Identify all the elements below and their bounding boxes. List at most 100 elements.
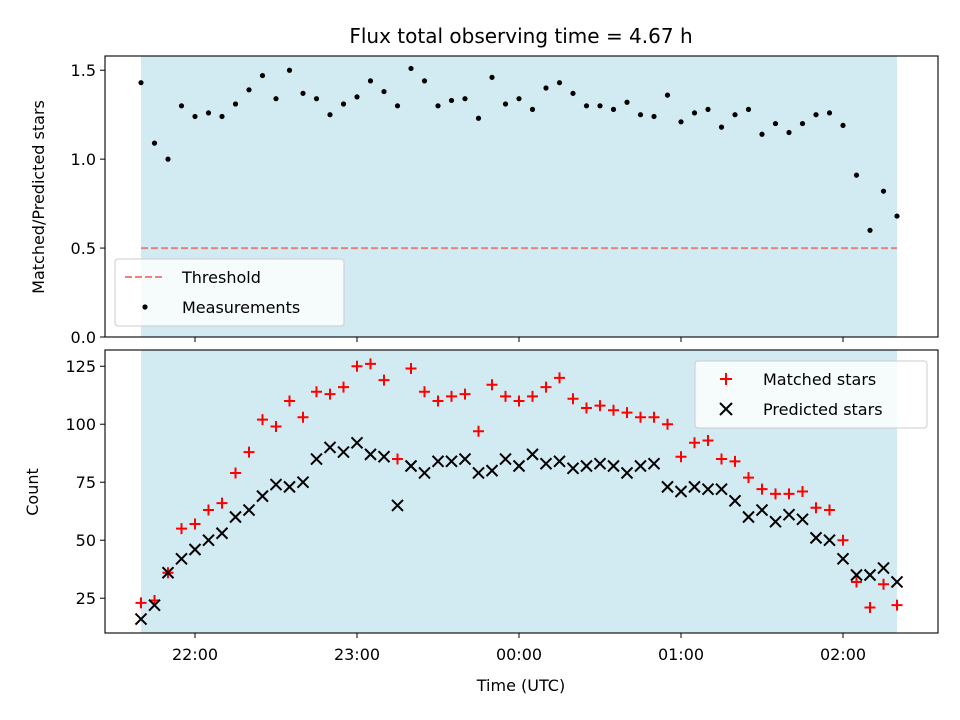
measurement-point xyxy=(759,131,765,137)
matched-star-point xyxy=(203,504,214,516)
measurement-point xyxy=(786,129,792,136)
predicted-star-point xyxy=(310,452,323,466)
measurement-point xyxy=(894,213,900,219)
measurement-point xyxy=(246,87,252,93)
legend-predicted-label: Predicted stars xyxy=(763,400,883,419)
top-panel: 0.0 0.5 1.0 1.5 Matched/Predicted stars Thr… xyxy=(29,55,939,347)
predicted-star-point xyxy=(647,457,661,470)
measurement-point xyxy=(259,72,266,79)
matched-star-point xyxy=(878,578,889,590)
matched-star-point xyxy=(135,597,147,609)
predicted-star-point xyxy=(728,494,742,507)
bottom-y-tick-label: 50 xyxy=(76,531,96,550)
measurement-point xyxy=(651,113,657,120)
x-tick-label: 02:00 xyxy=(820,645,866,664)
predicted-star-point xyxy=(242,503,256,517)
matched-star-point xyxy=(392,453,403,465)
predicted-star-point xyxy=(161,566,175,579)
predicted-star-point xyxy=(323,441,337,454)
matched-star-point xyxy=(473,425,484,437)
predicted-star-point xyxy=(607,459,620,473)
matched-star-point xyxy=(891,599,903,611)
top-y-tick-label: 1.0 xyxy=(71,150,96,169)
predicted-star-point xyxy=(566,462,580,475)
measurement-point xyxy=(165,156,171,162)
matched-star-point xyxy=(351,360,363,372)
legend-measurements-swatch xyxy=(142,304,148,310)
measurement-point xyxy=(448,97,455,104)
x-tick-label: 23:00 xyxy=(334,645,380,664)
measurement-point xyxy=(475,115,482,121)
matched-star-point xyxy=(756,483,768,495)
top-y-tick-label: 0.0 xyxy=(71,328,96,347)
top-y-axis-label: Matched/Predicted stars xyxy=(29,100,48,294)
matched-star-point xyxy=(716,453,727,465)
bottom-legend-box xyxy=(694,360,928,429)
top-x-axis-ticks xyxy=(194,337,844,342)
predicted-star-point xyxy=(688,480,701,494)
measurement-points xyxy=(138,65,900,233)
predicted-star-point xyxy=(890,575,904,589)
x-axis-label: Time (UTC) xyxy=(476,676,565,695)
chart-title: Flux total observing time = 4.67 h xyxy=(349,24,692,48)
measurement-point xyxy=(880,188,887,194)
measurement-point xyxy=(516,96,522,102)
measurement-point xyxy=(340,101,347,107)
measurement-point xyxy=(853,172,860,178)
measurement-point xyxy=(597,103,603,109)
measurement-point xyxy=(813,112,819,118)
predicted-star-point xyxy=(202,534,215,547)
measurement-point xyxy=(219,113,225,120)
measurement-point xyxy=(286,67,293,73)
matched-star-point xyxy=(540,381,552,393)
predicted-star-point xyxy=(229,510,242,524)
measurement-point xyxy=(205,110,212,116)
matched-star-point xyxy=(527,390,538,402)
predicted-star-point xyxy=(485,464,499,477)
predicted-star-point xyxy=(553,455,566,468)
predicted-star-point xyxy=(296,476,310,489)
matched-star-point xyxy=(567,393,579,405)
measurement-point xyxy=(705,106,711,112)
top-y-tick-label: 0.5 xyxy=(71,239,96,258)
predicted-star-point xyxy=(391,499,404,512)
matched-star-point xyxy=(513,395,525,407)
matched-star-point xyxy=(243,446,255,458)
predicted-star-point xyxy=(377,450,391,463)
matched-star-point xyxy=(621,407,633,419)
measurement-point xyxy=(300,90,306,96)
predicted-star-point xyxy=(796,513,809,526)
measurement-point xyxy=(273,96,279,102)
measurement-point xyxy=(151,140,158,146)
measurement-point xyxy=(529,106,536,112)
measurement-point xyxy=(354,94,360,100)
bottom-y-axis-ticks: 25 50 75 100 125 xyxy=(65,357,105,608)
legend-measurements-label: Measurements xyxy=(182,298,300,317)
measurement-point xyxy=(624,99,630,105)
predicted-star-point xyxy=(337,445,350,459)
measurement-point xyxy=(678,119,684,125)
predicted-star-point xyxy=(836,552,850,565)
top-legend-box xyxy=(114,258,345,327)
predicted-star-point xyxy=(512,459,526,473)
measurement-point xyxy=(502,101,509,107)
matched-star-point xyxy=(270,421,282,433)
matched-star-point xyxy=(230,467,241,479)
measurement-point xyxy=(178,103,185,109)
x-tick-label: 01:00 xyxy=(658,645,704,664)
matched-stars-points xyxy=(135,358,903,613)
measurement-point xyxy=(394,103,401,109)
predicted-star-point xyxy=(755,503,769,517)
matched-star-point xyxy=(635,411,646,423)
x-tick-label: 22:00 xyxy=(172,645,218,664)
bottom-y-tick-label: 100 xyxy=(65,415,96,434)
matched-star-point xyxy=(743,472,754,484)
bottom-panel: 25 50 75 100 125 22:00 23:00 00:00 01:00 02:00 C… xyxy=(23,349,939,695)
matched-star-point xyxy=(405,363,417,375)
predicted-star-point xyxy=(593,457,607,470)
measurement-point xyxy=(543,85,549,91)
measurement-point xyxy=(691,110,698,116)
measurement-point xyxy=(192,113,198,120)
predicted-star-point xyxy=(283,480,296,494)
predicted-star-point xyxy=(661,480,674,494)
